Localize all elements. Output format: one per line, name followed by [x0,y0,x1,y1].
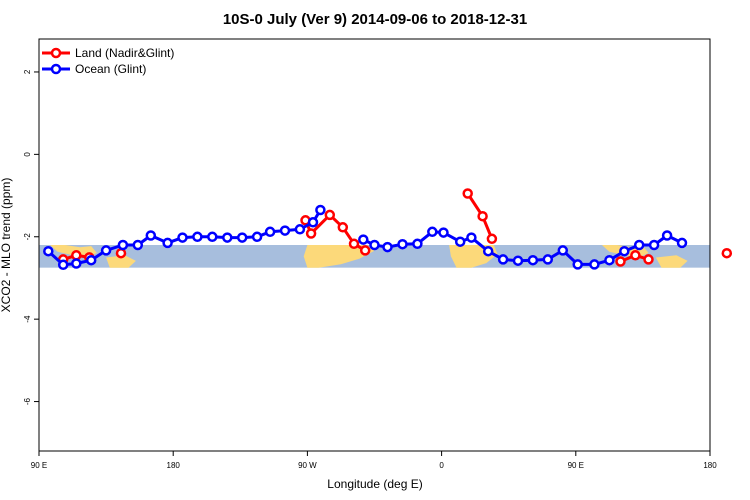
data-point-ocean [236,232,248,243]
data-point-ocean [294,224,306,235]
map-ocean-background [39,245,710,268]
data-point-ocean [264,226,276,238]
data-point-ocean [43,245,54,257]
data-point-ocean [358,234,369,245]
data-point-ocean [512,255,524,266]
data-point-ocean [71,258,82,269]
legend-marker-land [50,47,62,59]
data-point-ocean [633,239,645,251]
legend-item-ocean: Ocean (Glint) [42,62,146,76]
data-point-ocean [454,236,466,247]
data-point-ocean [145,230,157,241]
x-tick-label: 90 W [298,461,317,470]
x-tick-label: 90 E [31,461,47,470]
data-point-ocean [369,239,380,251]
data-point-land [337,222,349,233]
data-point-ocean [438,227,449,238]
data-point-ocean [619,245,630,257]
chart-title: 10S-0 July (Ver 9) 2014-09-06 to 2018-12… [223,11,527,28]
data-point-ocean [132,239,144,251]
plot-area-frame [38,38,711,452]
legend-item-land: Land (Nadir&Glint) [42,46,174,60]
x-axis: 90 E 180 90 W 0 90 E 180 [31,451,717,470]
data-point-ocean [482,245,494,257]
y-tick-label: 2 [23,69,32,74]
data-point-land [305,228,317,239]
data-point-land [324,209,336,221]
x-tick-label: 180 [167,461,181,470]
x-tick-label: 0 [439,461,444,470]
x-axis-label: Longitude (deg E) [327,477,422,491]
data-point-ocean [604,254,615,266]
data-point-land [348,238,360,250]
data-point-ocean [648,239,660,251]
data-point-ocean [527,254,539,266]
data-point-ocean [177,232,188,243]
data-point-land [643,254,654,265]
data-point-ocean [676,237,688,249]
map-land-south-america [303,245,375,268]
data-point-ocean [427,226,438,238]
data-point-land [721,247,733,259]
data-point-ocean [542,254,554,265]
legend-label-ocean: Ocean (Glint) [75,62,146,76]
data-point-ocean [397,238,408,250]
data-point-ocean [315,204,326,216]
data-point-ocean [661,230,673,241]
data-point-ocean [57,259,69,271]
data-point-ocean [412,238,423,250]
data-point-land [359,245,371,256]
data-point-land [615,256,626,267]
data-point-ocean [497,254,509,265]
data-point-ocean [382,241,393,253]
y-tick-label: -4 [23,315,32,323]
y-tick-label: -2 [23,233,32,241]
data-point-ocean [162,237,173,249]
data-point-land [115,247,127,259]
y-axis-label: XCO2 - MLO trend (ppm) [0,178,13,313]
data-point-land [477,210,488,222]
data-point-ocean [85,254,97,266]
data-point-ocean [100,245,112,256]
data-point-ocean [222,232,233,243]
y-tick-label: 0 [23,152,32,157]
legend-label-land: Land (Nadir&Glint) [75,46,174,60]
data-point-ocean [207,231,218,243]
legend-marker-ocean [50,63,62,75]
data-point-ocean [279,225,291,236]
data-point-ocean [192,231,203,243]
y-axis: 2 0 -2 -4 -6 [23,69,39,405]
x-tick-label: 180 [703,461,717,470]
data-point-ocean [589,259,600,270]
data-point-ocean [251,231,263,243]
data-point-ocean [307,217,319,228]
data-point-ocean [466,232,477,243]
x-tick-label: 90 E [568,461,584,470]
map-land-australia [106,255,136,268]
data-point-land [486,233,498,245]
map-land-australia-repeat [655,255,688,268]
legend: Land (Nadir&Glint) Ocean (Glint) [42,46,174,76]
data-point-ocean [572,259,583,270]
y-tick-label: -6 [23,397,32,405]
data-point-ocean [117,239,129,251]
data-point-land [630,250,641,261]
data-point-ocean [557,245,569,256]
data-point-land [71,250,82,261]
data-point-land [462,188,473,199]
world-map-strip [39,245,710,268]
series-layer [43,188,733,271]
